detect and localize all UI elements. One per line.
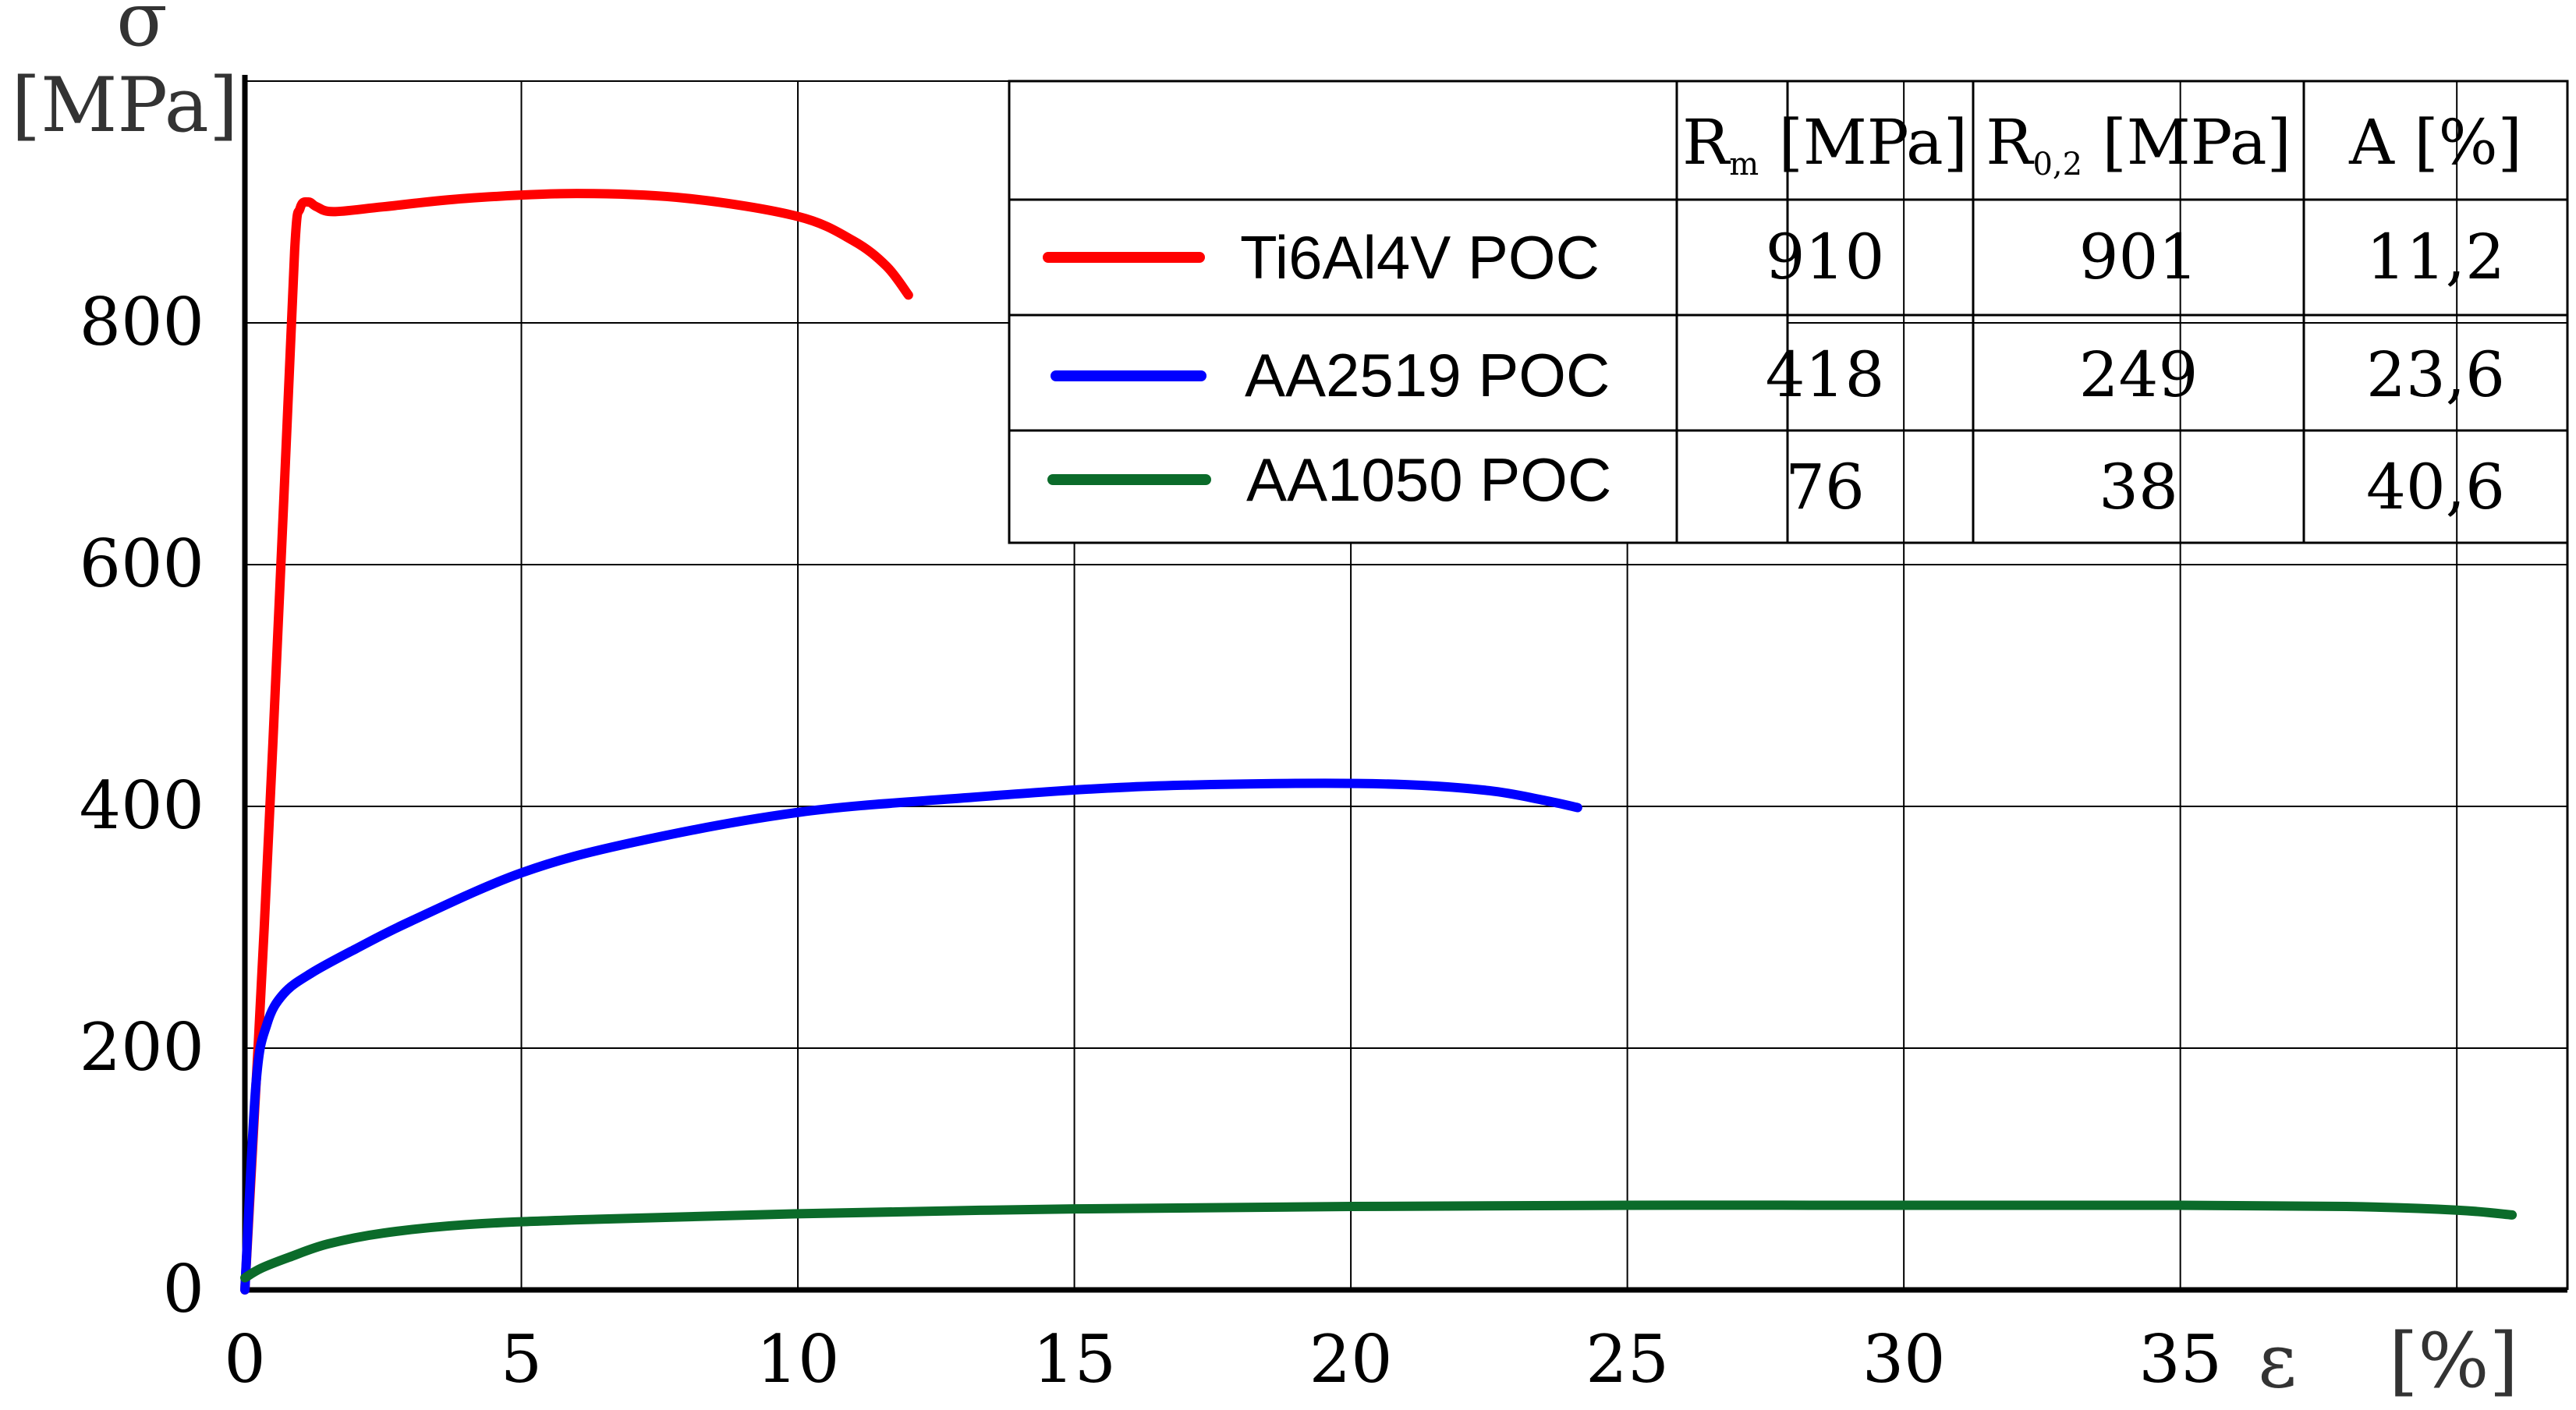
header-rm: Rm [MPa] <box>1682 106 1968 182</box>
x-tick-label: 0 <box>224 1321 265 1398</box>
value-rm-ti6al4v: 910 <box>1766 221 1885 293</box>
y-tick-label: 600 <box>80 526 204 602</box>
y-axis-unit: [MPa] <box>12 62 239 149</box>
y-tick-labels: 0 200 400 600 800 <box>80 284 204 1327</box>
axes <box>242 75 2567 1293</box>
results-table: Rm [MPa] R0,2 [MPa] A [%] Ti6Al4V POC 91… <box>1008 80 2569 544</box>
header-r02: R0,2 [MPa] <box>1986 106 2291 182</box>
table-border <box>1008 80 2569 544</box>
x-tick-label: 35 <box>2138 1321 2222 1398</box>
data-series <box>240 189 2518 1295</box>
y-tick-label: 200 <box>80 1009 204 1086</box>
series-line-aa2519 <box>240 778 1582 1295</box>
value-r02-aa2519: 249 <box>2079 338 2199 411</box>
value-a-aa2519: 23,6 <box>2366 338 2505 411</box>
y-tick-label: 800 <box>80 284 204 360</box>
x-axis-unit: [%] <box>2389 1317 2518 1405</box>
value-rm-aa1050: 76 <box>1785 451 1865 523</box>
x-tick-label: 15 <box>1033 1321 1116 1398</box>
header-a: A [%] <box>2348 106 2522 179</box>
y-axis-symbol: σ <box>116 0 168 63</box>
x-axis-symbol: ε <box>2258 1317 2297 1405</box>
x-tick-label: 5 <box>501 1321 542 1398</box>
legend-label-ti6al4v: Ti6Al4V POC <box>1240 223 1600 292</box>
x-tick-label: 10 <box>757 1321 840 1398</box>
x-tick-label: 20 <box>1309 1321 1393 1398</box>
value-a-ti6al4v: 11,2 <box>2366 221 2505 293</box>
value-r02-aa1050: 38 <box>2099 451 2178 523</box>
value-rm-aa2519: 418 <box>1766 338 1885 411</box>
y-tick-label: 400 <box>80 767 204 844</box>
series-line-aa1050 <box>240 1200 2518 1283</box>
y-tick-label: 0 <box>163 1251 204 1327</box>
series-line-ti6al4v <box>240 189 913 1295</box>
legend-label-aa1050: AA1050 POC <box>1246 445 1611 514</box>
legend-label-aa2519: AA2519 POC <box>1245 341 1610 409</box>
x-tick-labels: 0 5 10 15 20 25 30 35 <box>224 1321 2222 1398</box>
value-r02-ti6al4v: 901 <box>2079 221 2199 293</box>
x-tick-label: 30 <box>1862 1321 1946 1398</box>
value-a-aa1050: 40,6 <box>2366 451 2505 523</box>
x-tick-label: 25 <box>1586 1321 1669 1398</box>
